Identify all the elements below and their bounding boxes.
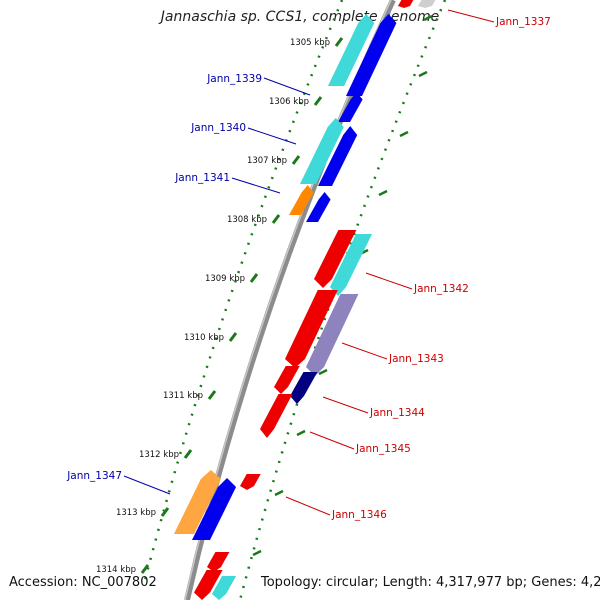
scale-tick bbox=[418, 70, 428, 78]
kbp-label: 1312 kbp bbox=[139, 450, 179, 460]
label-jann-1337[interactable]: Jann_1337 bbox=[495, 16, 551, 28]
kbp-tick bbox=[334, 37, 344, 47]
accession-text: Accession: NC_007802 bbox=[9, 575, 157, 590]
scale-tick bbox=[399, 130, 409, 138]
scale-tick bbox=[423, 14, 433, 22]
label-jann-1339-leader bbox=[263, 77, 311, 96]
gene-red bbox=[194, 570, 223, 600]
scale-tick bbox=[274, 489, 284, 497]
label-jann-1345[interactable]: Jann_1345 bbox=[355, 443, 411, 455]
label-jann-1339[interactable]: Jann_1339 bbox=[206, 73, 262, 85]
label-jann-1346[interactable]: Jann_1346 bbox=[331, 509, 387, 521]
kbp-tick bbox=[249, 273, 259, 283]
gene-cyan-shade bbox=[300, 118, 344, 184]
scale-track-left bbox=[143, 0, 344, 581]
kbp-label: 1305 kbp bbox=[290, 38, 330, 48]
gene-jann-1344 bbox=[290, 372, 318, 404]
label-jann-1342[interactable]: Jann_1342 bbox=[413, 283, 469, 295]
gene-cyan-shade bbox=[212, 576, 237, 600]
label-jann-1342-leader bbox=[365, 272, 413, 290]
gene-red bbox=[274, 366, 300, 394]
scale-tick bbox=[296, 429, 306, 437]
kbp-tick bbox=[313, 96, 323, 106]
label-jann-1344[interactable]: Jann_1344 bbox=[369, 407, 425, 419]
label-jann-1337-leader bbox=[447, 9, 495, 23]
kbp-label: 1308 kbp bbox=[227, 215, 267, 225]
gene-blue bbox=[306, 192, 331, 222]
kbp-tick bbox=[140, 564, 150, 574]
label-jann-1340-leader bbox=[247, 127, 297, 145]
gene-grey bbox=[418, 0, 436, 8]
kbp-tick bbox=[291, 155, 301, 165]
kbp-tick bbox=[228, 332, 238, 342]
gene-jann-1340 bbox=[318, 126, 358, 186]
kbp-tick bbox=[207, 390, 217, 400]
kbp-label: 1309 kbp bbox=[205, 274, 245, 284]
kbp-label: 1314 kbp bbox=[96, 565, 136, 575]
gene-cyan bbox=[328, 14, 375, 86]
gene-red bbox=[314, 230, 357, 288]
gene-jann-1342 bbox=[330, 234, 373, 296]
label-jann-1341[interactable]: Jann_1341 bbox=[174, 172, 230, 184]
kbp-label: 1310 kbp bbox=[184, 333, 224, 343]
gene-jann-1345 bbox=[260, 394, 293, 438]
label-jann-1341-leader bbox=[231, 177, 281, 194]
label-jann-1346-leader bbox=[285, 496, 331, 516]
scale-tick bbox=[252, 549, 262, 557]
kbp-label: 1313 kbp bbox=[116, 508, 156, 518]
gene-jann-1342-shade bbox=[330, 234, 373, 296]
label-jann-1343-leader bbox=[341, 342, 388, 360]
gene-blue bbox=[346, 14, 397, 96]
genome-summary-text: Topology: circular; Length: 4,317,977 bp… bbox=[261, 575, 600, 590]
kbp-label: 1306 kbp bbox=[269, 97, 309, 107]
scale-tick bbox=[318, 368, 328, 376]
gene-jann-1337 bbox=[398, 0, 414, 8]
kbp-tick bbox=[183, 449, 193, 459]
label-jann-1347-leader bbox=[123, 475, 171, 495]
gene-jann-1341 bbox=[289, 185, 314, 215]
gene-blue bbox=[192, 478, 237, 540]
gene-jann-1343 bbox=[306, 294, 359, 376]
gene-red bbox=[285, 290, 338, 368]
gene-jann-1347-shade bbox=[174, 470, 221, 534]
gene-cyan bbox=[212, 576, 237, 600]
gene-jann-1347 bbox=[174, 470, 221, 534]
gene-jann-1343-shade bbox=[306, 294, 359, 376]
kbp-label: 1311 kbp bbox=[163, 391, 203, 401]
kbp-tick bbox=[271, 214, 281, 224]
label-jann-1347[interactable]: Jann_1347 bbox=[66, 470, 122, 482]
scale-tick bbox=[378, 189, 388, 197]
gene-jann-1339 bbox=[338, 92, 363, 122]
gene-red bbox=[207, 552, 230, 572]
label-jann-1343[interactable]: Jann_1343 bbox=[388, 353, 444, 365]
label-jann-1344-leader bbox=[322, 396, 369, 414]
label-jann-1340[interactable]: Jann_1340 bbox=[190, 122, 246, 134]
gene-jann-1346 bbox=[240, 474, 261, 490]
kbp-label: 1307 kbp bbox=[247, 156, 287, 166]
label-jann-1345-leader bbox=[309, 431, 355, 450]
gene-cyan bbox=[300, 118, 344, 184]
gene-cyan-shade bbox=[328, 14, 375, 86]
kbp-tick bbox=[160, 507, 170, 517]
